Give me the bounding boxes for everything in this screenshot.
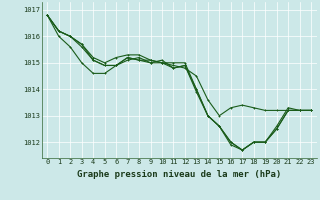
X-axis label: Graphe pression niveau de la mer (hPa): Graphe pression niveau de la mer (hPa) bbox=[77, 170, 281, 179]
